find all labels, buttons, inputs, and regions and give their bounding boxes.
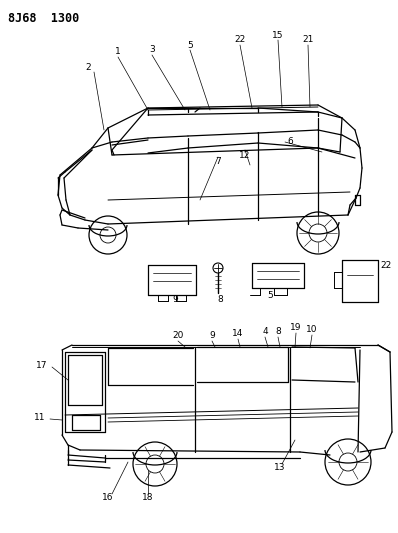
- Text: 3: 3: [149, 45, 155, 54]
- Text: 6: 6: [287, 138, 293, 147]
- Text: 19: 19: [290, 324, 302, 333]
- Text: 13: 13: [274, 464, 286, 472]
- Text: 7: 7: [215, 157, 221, 166]
- Text: 5: 5: [267, 290, 273, 300]
- Text: 12: 12: [239, 150, 251, 159]
- Text: 11: 11: [34, 414, 46, 423]
- Text: 15: 15: [272, 30, 284, 39]
- Text: 2: 2: [85, 63, 91, 72]
- Text: 14: 14: [232, 329, 244, 338]
- Text: 16: 16: [102, 494, 114, 503]
- Text: 9: 9: [209, 332, 215, 341]
- Text: 8: 8: [217, 295, 223, 304]
- Text: 8: 8: [275, 327, 281, 336]
- Text: 20: 20: [172, 332, 184, 341]
- Text: 22: 22: [380, 261, 392, 270]
- Text: 1: 1: [115, 47, 121, 56]
- Text: 22: 22: [234, 36, 246, 44]
- Text: 8J68  1300: 8J68 1300: [8, 12, 79, 25]
- Text: 18: 18: [142, 494, 154, 503]
- Text: 10: 10: [306, 326, 318, 335]
- Text: 4: 4: [262, 327, 268, 336]
- Text: 5: 5: [187, 41, 193, 50]
- Text: 17: 17: [36, 360, 48, 369]
- Text: 9: 9: [172, 295, 178, 304]
- Text: 21: 21: [302, 36, 314, 44]
